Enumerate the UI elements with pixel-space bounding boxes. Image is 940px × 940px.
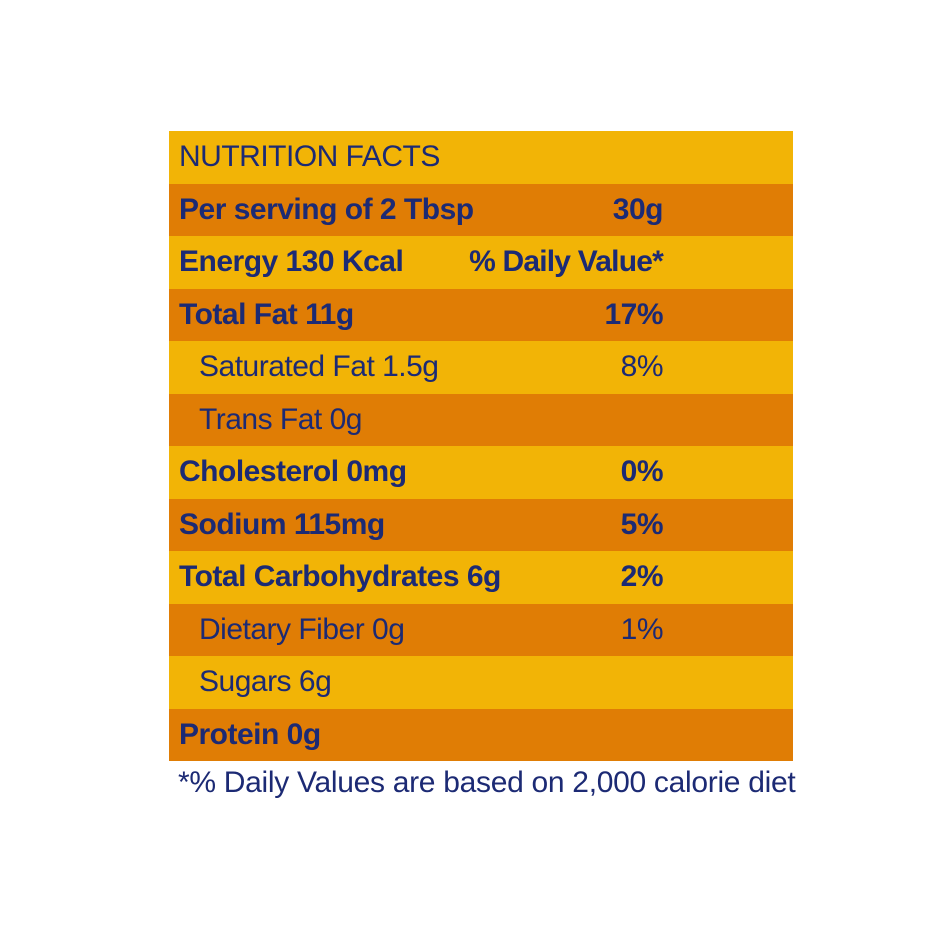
nutrient-row-protein: Protein 0g [169, 708, 793, 761]
energy-row: Energy 130 Kcal % Daily Value* [169, 236, 793, 289]
nutrient-row-sugars: Sugars 6g [169, 656, 793, 709]
nutrient-daily-value: 1% [620, 612, 664, 646]
daily-value-footnote: *% Daily Values are based on 2,000 calor… [178, 766, 796, 799]
nutrient-daily-value: 8% [620, 350, 664, 384]
nutrient-daily-value: 17% [604, 297, 663, 331]
serving-label: Per serving of 2 Tbsp [179, 192, 474, 226]
nutrient-row-saturated-fat: Saturated Fat 1.5g 8% [169, 341, 793, 394]
nutrient-row-trans-fat: Trans Fat 0g [169, 393, 793, 446]
nutrition-title-row: NUTRITION FACTS [169, 131, 793, 184]
daily-value-header: % Daily Value* [469, 245, 664, 279]
nutrient-label: Sugars 6g [199, 665, 332, 699]
nutrient-label: Protein 0g [179, 717, 321, 751]
nutrient-label: Sodium 115mg [179, 507, 385, 541]
nutrient-row-cholesterol: Cholesterol 0mg 0% [169, 446, 793, 499]
nutrition-title: NUTRITION FACTS [179, 140, 440, 174]
nutrient-label: Cholesterol 0mg [179, 455, 407, 489]
serving-value: 30g [612, 192, 664, 226]
nutrient-row-total-fat: Total Fat 11g 17% [169, 288, 793, 341]
nutrient-label: Trans Fat 0g [199, 402, 362, 436]
nutrient-label: Dietary Fiber 0g [199, 612, 405, 646]
nutrient-label: Saturated Fat 1.5g [199, 350, 439, 384]
nutrient-row-sodium: Sodium 115mg 5% [169, 498, 793, 551]
nutrient-label: Total Carbohydrates 6g [179, 560, 501, 594]
nutrient-daily-value: 5% [620, 507, 664, 541]
nutrient-daily-value: 0% [620, 455, 664, 489]
nutrition-facts-panel: NUTRITION FACTS Per serving of 2 Tbsp 30… [169, 131, 793, 761]
nutrient-row-dietary-fiber: Dietary Fiber 0g 1% [169, 603, 793, 656]
serving-row: Per serving of 2 Tbsp 30g [169, 183, 793, 236]
nutrient-daily-value: 2% [620, 560, 664, 594]
nutrient-label: Total Fat 11g [179, 297, 354, 331]
nutrient-row-total-carbohydrates: Total Carbohydrates 6g 2% [169, 551, 793, 604]
energy-label: Energy 130 Kcal [179, 245, 404, 279]
